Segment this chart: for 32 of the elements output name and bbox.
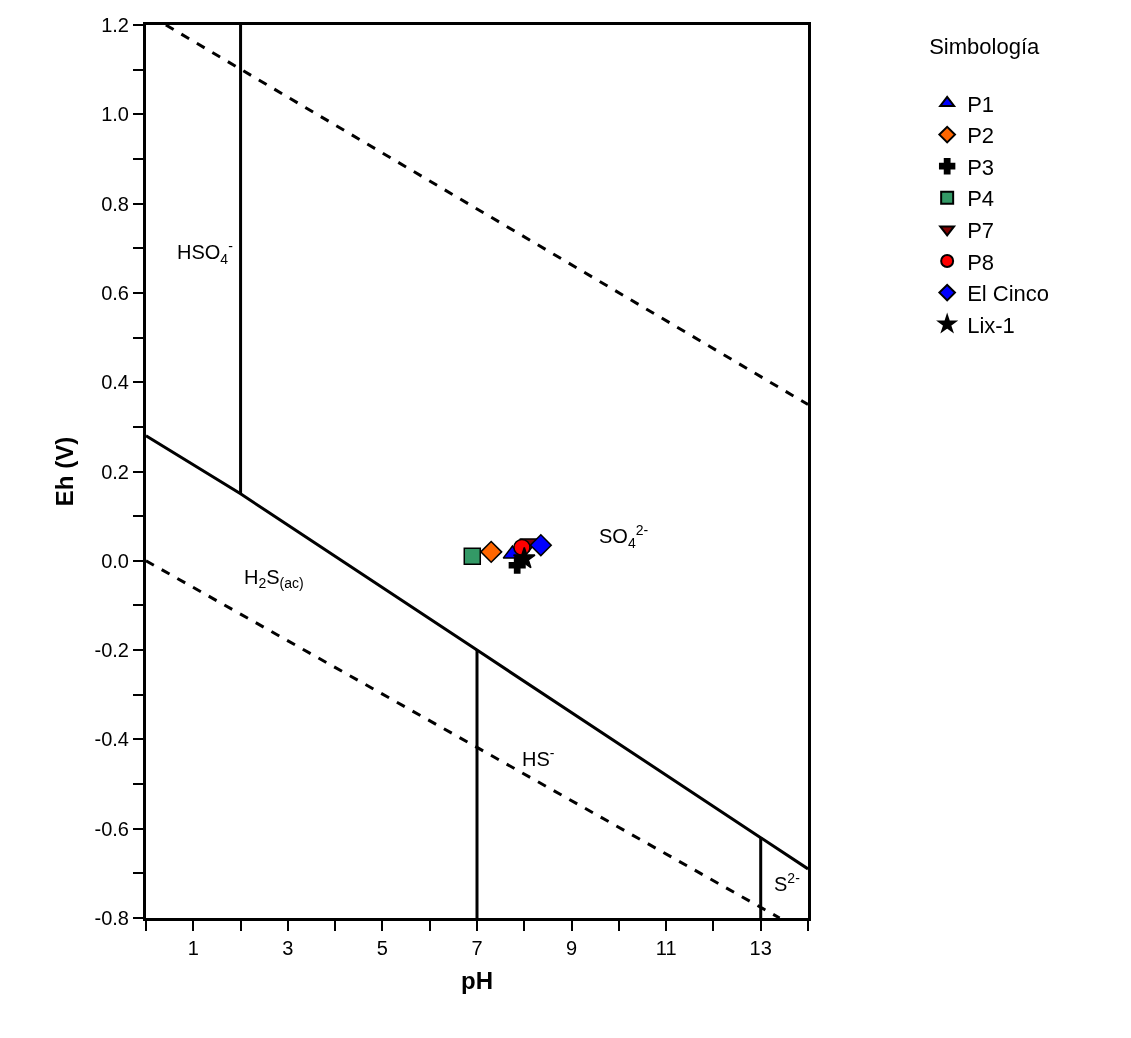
x-tick-label: 13 bbox=[749, 937, 772, 959]
x-tick-label: 9 bbox=[566, 937, 578, 959]
y-tick-label: -0.4 bbox=[94, 728, 129, 751]
annotation: HS$^{-}$ bbox=[522, 745, 555, 771]
y-tick-label: 0.6 bbox=[101, 281, 129, 304]
x-tick-label: 7 bbox=[471, 937, 483, 959]
y-tick-label: 0.0 bbox=[101, 549, 129, 572]
x-tick-label: 11 bbox=[655, 937, 677, 959]
y-tick-label: -0.8 bbox=[94, 907, 129, 929]
y-tick-label: 1.2 bbox=[101, 14, 129, 36]
y-tick-label: -0.6 bbox=[94, 817, 129, 840]
y-tick-label: 0.8 bbox=[101, 192, 129, 215]
x-axis-title: pH bbox=[461, 967, 493, 995]
legend-title: Simbología bbox=[929, 33, 1040, 59]
x-tick-label: 5 bbox=[376, 937, 388, 959]
annotation: S$^{2-}$ bbox=[774, 870, 801, 896]
legend-label: Lix-1 bbox=[967, 312, 1015, 338]
y-tick-label: 0.2 bbox=[101, 460, 129, 483]
legend-label: P2 bbox=[967, 123, 995, 149]
legend-label: P4 bbox=[967, 186, 995, 212]
legend-label: P7 bbox=[967, 217, 995, 243]
y-tick-label: 0.4 bbox=[101, 371, 129, 394]
y-axis-title: Eh (V) bbox=[50, 436, 78, 507]
annotation: H$_{2}$S$_{(ac)}$ bbox=[244, 566, 304, 592]
y-tick-label: -0.2 bbox=[94, 639, 129, 662]
y-tick-label: 1.0 bbox=[101, 103, 129, 126]
x-tick-label: 1 bbox=[187, 937, 199, 959]
legend-label: El Cinco bbox=[967, 281, 1050, 307]
x-tick-label: 3 bbox=[282, 937, 294, 959]
legend-label: P1 bbox=[967, 91, 995, 117]
legend-label: P8 bbox=[967, 249, 995, 275]
legend-label: P3 bbox=[967, 154, 995, 180]
